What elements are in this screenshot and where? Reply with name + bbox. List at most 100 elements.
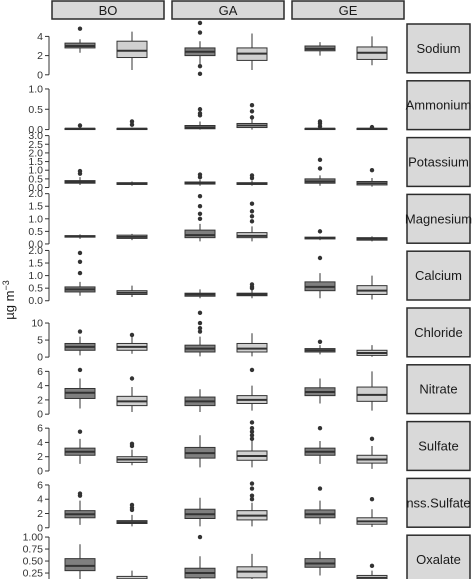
y-tick-label: 1.00 (23, 532, 44, 544)
box-body (64, 558, 96, 572)
row-label-nss-sulfate: nss.Sulfate (406, 477, 471, 528)
box-ga-1 (184, 534, 216, 579)
outlier-point (77, 168, 83, 174)
y-tick-label: 3.0 (28, 130, 43, 142)
panel-grid: BO GA GE024Sodium0.00.51.0Ammonium0.00.51.… (23, 0, 472, 579)
outlier-point (197, 172, 203, 177)
row-label-box (406, 250, 471, 301)
outlier-point (129, 441, 135, 447)
y-tick-label: 2 (37, 508, 43, 520)
outlier-point (249, 420, 255, 425)
box-ge-2 (356, 275, 388, 300)
box-ga-2 (236, 481, 268, 527)
box-body (116, 40, 148, 59)
outlier-point (249, 109, 255, 114)
box-ge-1 (304, 551, 336, 576)
outlier-point (317, 339, 323, 344)
outlier-point (249, 436, 255, 442)
y-tick-label: 2 (37, 451, 43, 463)
outlier-point (197, 30, 203, 35)
outlier-point (249, 433, 255, 438)
box-ga-1 (184, 435, 216, 468)
y-tick-label: 2.0 (28, 245, 43, 257)
strip-bo-label: BO (99, 3, 118, 18)
box-bo-2 (116, 181, 148, 186)
row-label-text: Sodium (416, 41, 460, 56)
box-bo-2 (116, 119, 148, 131)
box-ga-2 (236, 333, 268, 357)
outlier-point (77, 491, 83, 496)
box-ge-1 (304, 119, 336, 131)
box-ge-1 (304, 255, 336, 299)
outlier-point (249, 214, 255, 219)
outlier-point (197, 63, 203, 69)
y-tick-label: 1.0 (28, 270, 43, 282)
box-ga-1 (184, 193, 216, 242)
box-bo-2 (116, 570, 148, 579)
y-tick-label: 0.75 (23, 544, 44, 556)
box-ge-1 (304, 229, 336, 241)
outlier-point (77, 26, 83, 31)
box-bo-2 (116, 332, 148, 354)
outlier-point (129, 376, 135, 381)
row-label-text: Magnesium (405, 211, 472, 226)
outlier-point (197, 216, 203, 221)
box-ga-2 (236, 173, 268, 186)
y-tick-label: 0 (37, 352, 43, 364)
outlier-point (197, 111, 203, 116)
outlier-point (249, 497, 255, 502)
y-tick-label: 4 (37, 437, 43, 449)
strip-ga-label: GA (219, 3, 238, 18)
row-magnesium: 0.00.51.01.52.0 Magnesium (28, 188, 472, 250)
box-ge-2 (356, 168, 388, 187)
y-tick-label: 0.5 (28, 173, 43, 185)
box-bo-1 (64, 367, 96, 409)
box-ge-2 (356, 497, 388, 528)
outlier-point (369, 124, 375, 130)
outlier-point (249, 282, 255, 287)
outlier-point (197, 107, 203, 112)
box-ga-2 (236, 282, 268, 299)
row-label-box (406, 136, 471, 188)
box-bo-1 (64, 544, 96, 579)
row-label-nitrate: Nitrate (406, 364, 471, 415)
box-ge-2 (356, 345, 388, 357)
outlier-point (249, 486, 255, 491)
outlier-point (249, 115, 255, 120)
outlier-point (197, 534, 203, 540)
y-tick-label: 4 (37, 380, 43, 392)
y-tick-label: 2 (37, 394, 43, 406)
y-tick-label: 0 (37, 522, 43, 534)
box-ga-1 (184, 497, 216, 527)
y-tick-label: 1.5 (28, 156, 43, 168)
outlier-point (249, 103, 255, 108)
box-ge-1 (304, 339, 336, 355)
strip-bo: BO (51, 0, 165, 20)
outlier-point (249, 481, 255, 486)
row-label-box (406, 23, 471, 74)
y-tick-label: 0.0 (28, 182, 43, 194)
outlier-point (129, 122, 135, 127)
box-ge-2 (356, 563, 388, 579)
box-ga-2 (236, 367, 268, 411)
box-ga-2 (236, 201, 268, 242)
row-label-box (406, 420, 471, 472)
row-label-text: Nitrate (419, 382, 457, 397)
y-tick-label: 0.5 (28, 283, 43, 295)
row-label-chloride: Chloride (406, 307, 471, 358)
row-label-box (406, 307, 471, 358)
outlier-point (197, 71, 203, 77)
row-ammonium: 0.0 0.5 1.0 Ammonium (28, 80, 471, 136)
row-label-calcium: Calcium (406, 250, 471, 301)
box-ge-2 (356, 436, 388, 469)
row-label-potassium: Potassium (406, 136, 471, 188)
box-bo-1 (64, 329, 96, 356)
outlier-point (77, 270, 83, 276)
strip-ge: GE (291, 0, 405, 20)
y-tick-label: 1.0 (28, 213, 43, 225)
outlier-point (249, 219, 255, 224)
row-label-text: Calcium (415, 268, 462, 283)
y-tick-label: 1.5 (28, 201, 43, 213)
y-tick-label: 1.0 (28, 165, 43, 177)
row-label-box (406, 193, 471, 244)
